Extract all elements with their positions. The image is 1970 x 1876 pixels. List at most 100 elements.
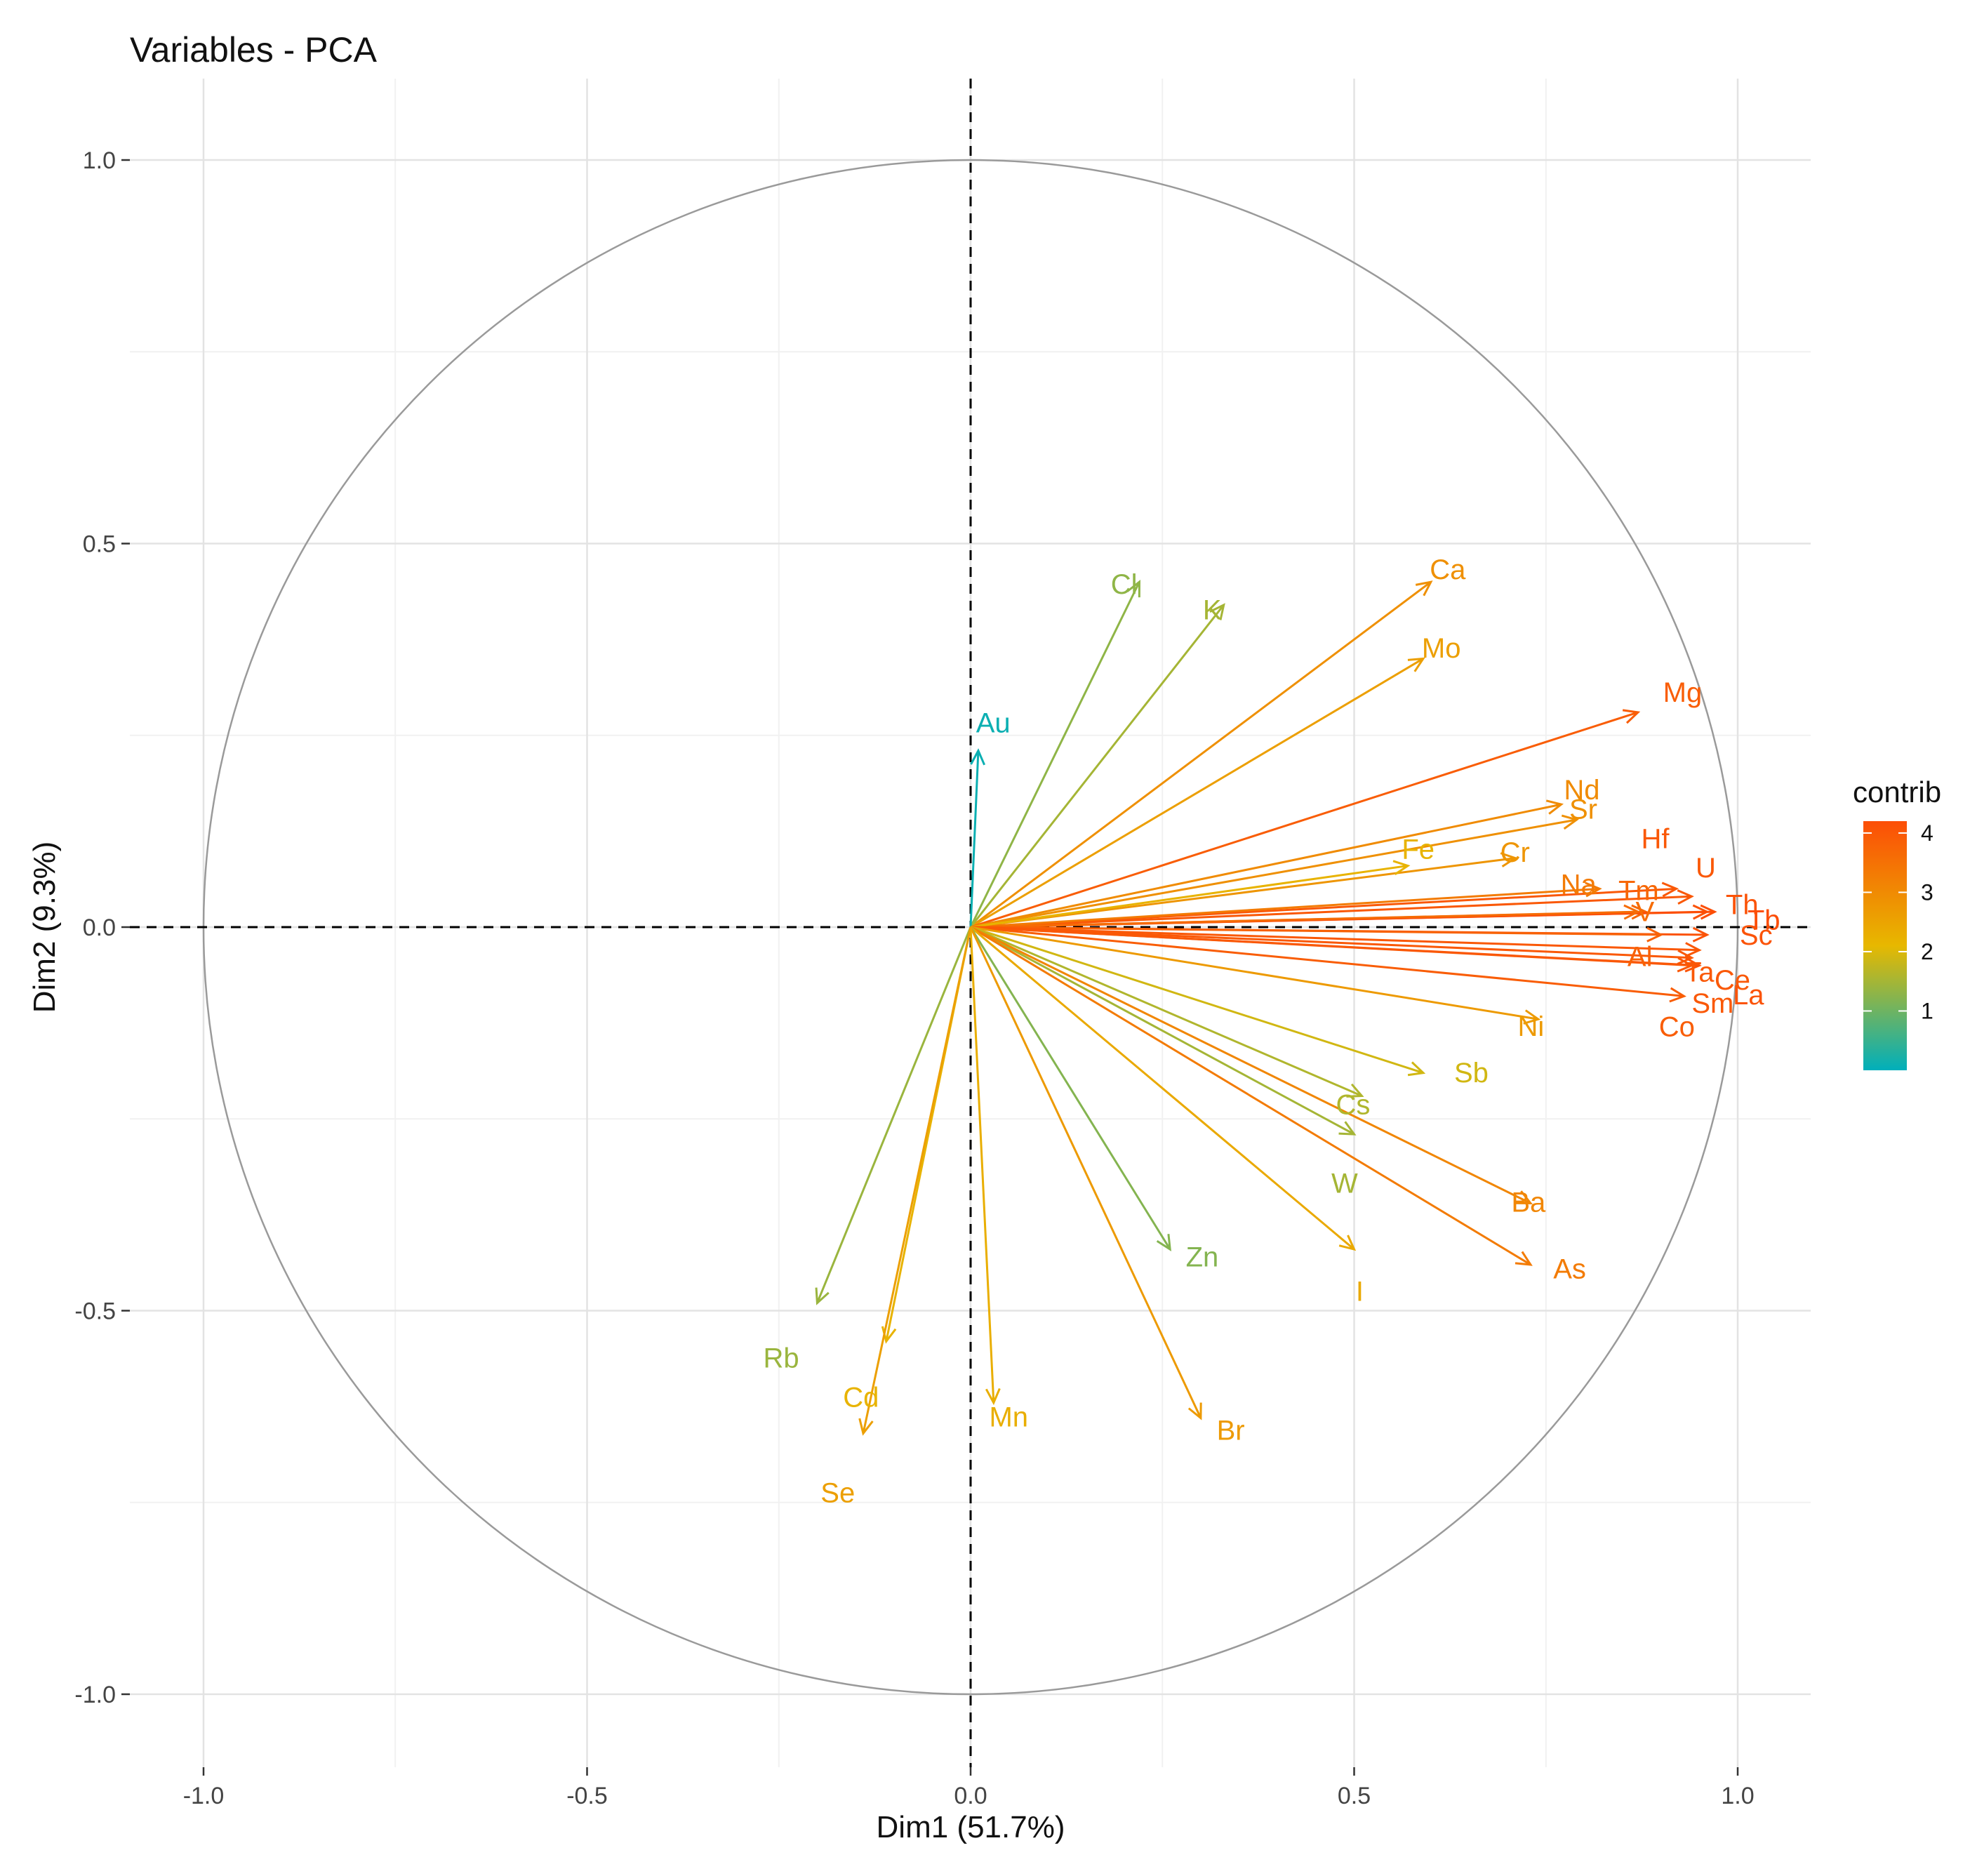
arrow-Ca	[970, 580, 1432, 929]
arrow-Co	[970, 926, 1684, 997]
arrowhead-Sm	[1677, 957, 1694, 973]
arrow-Ba	[970, 926, 1531, 1204]
arrowhead-Se	[858, 1418, 874, 1436]
label-Co: Co	[1659, 1011, 1695, 1042]
x-tick-label: 0.0	[954, 1783, 987, 1809]
label-K: K	[1203, 594, 1222, 625]
label-Au: Au	[976, 708, 1011, 739]
arrow-Al	[970, 926, 1661, 936]
label-Rb: Rb	[763, 1343, 799, 1373]
label-Ta: Ta	[1684, 957, 1715, 988]
arrow-Zn	[969, 926, 1171, 1250]
arrow-Au	[969, 750, 980, 928]
arrowhead-Ta	[1684, 942, 1702, 958]
x-tick-label: 0.5	[1338, 1783, 1371, 1809]
arrowhead-Cd	[881, 1326, 897, 1344]
x-tick-label: 1.0	[1721, 1783, 1754, 1809]
arrowhead-Mn	[985, 1388, 1001, 1406]
label-U: U	[1696, 853, 1716, 884]
arrow-Se	[862, 926, 972, 1434]
arrow-Ni	[970, 926, 1539, 1020]
legend-tick-label: 2	[1921, 939, 1934, 964]
legend-title: contrib	[1853, 776, 1941, 809]
label-Tb: Tb	[1748, 905, 1781, 936]
arrow-U	[970, 895, 1692, 929]
label-Cr: Cr	[1500, 837, 1530, 868]
label-Br: Br	[1217, 1416, 1245, 1446]
arrowhead-U	[1677, 889, 1694, 905]
arrow-Mn	[969, 926, 995, 1403]
arrow-As	[970, 926, 1531, 1266]
arrowhead-Sb	[1407, 1061, 1426, 1077]
y-tick-label: -1.0	[74, 1682, 116, 1708]
arrow-Fe	[970, 865, 1409, 929]
label-Mg: Mg	[1663, 677, 1703, 708]
arrowhead-Mo	[1407, 657, 1425, 672]
x-tick-label: -1.0	[183, 1783, 225, 1809]
label-Nd: Nd	[1564, 775, 1599, 806]
label-Cl: Cl	[1111, 569, 1138, 600]
arrowhead-Al	[1646, 926, 1664, 943]
arrowhead-Cl	[1126, 580, 1140, 598]
arrowhead-I	[1338, 1235, 1357, 1251]
arrowhead-Au	[970, 748, 986, 766]
arrow-Sm	[970, 926, 1692, 967]
arrowhead-Nd	[1545, 799, 1564, 815]
arrowhead-W	[1338, 1121, 1357, 1136]
legend-ticks: 1 2 3 4	[1863, 820, 1934, 1023]
arrowhead-Cs	[1346, 1083, 1364, 1098]
arrow-Na	[970, 887, 1600, 929]
arrowhead-Hf	[1661, 882, 1679, 898]
arrowhead-V	[1623, 904, 1641, 920]
label-Tm: Tm	[1618, 875, 1659, 906]
arrow-Nd	[970, 803, 1562, 929]
arrow-W	[970, 926, 1355, 1136]
label-Ce: Ce	[1715, 965, 1750, 996]
label-Cs: Cs	[1336, 1089, 1371, 1120]
label-As: As	[1553, 1253, 1586, 1284]
arrowhead-Tm	[1631, 904, 1649, 920]
legend-tick-label: 1	[1921, 998, 1934, 1023]
label-Na: Na	[1561, 870, 1597, 900]
arrowhead-Sr	[1561, 814, 1579, 830]
y-tick-label: 1.0	[83, 147, 116, 174]
arrow-Cs	[970, 926, 1363, 1097]
legend-tick-label: 3	[1921, 879, 1934, 905]
arrow-Sb	[970, 926, 1424, 1075]
chart-title: Variables - PCA	[130, 30, 378, 69]
arrow-V	[970, 910, 1638, 929]
label-Ni: Ni	[1518, 1011, 1545, 1042]
y-tick-label: -0.5	[74, 1298, 116, 1325]
variable-arrows	[815, 580, 1717, 1436]
arrow-I	[970, 926, 1355, 1251]
arrowhead-Cr	[1500, 852, 1518, 867]
label-La: La	[1733, 980, 1764, 1011]
arrow-Cr	[970, 857, 1516, 929]
arrowhead-Co	[1669, 987, 1686, 1003]
arrowhead-Tb	[1700, 904, 1717, 920]
label-Se: Se	[820, 1478, 855, 1509]
y-axis-ticks: 1.0 0.5 0.0 -0.5 -1.0	[74, 147, 130, 1708]
arrowhead-Ni	[1523, 1009, 1541, 1025]
arrowhead-Sc	[1692, 926, 1710, 943]
x-axis-ticks: -1.0 -0.5 0.0 0.5 1.0	[183, 1767, 1755, 1809]
label-Fe: Fe	[1402, 834, 1435, 865]
arrowhead-La	[1684, 957, 1702, 973]
label-I: I	[1356, 1276, 1364, 1307]
arrowhead-Na	[1585, 882, 1602, 898]
arrowhead-Fe	[1392, 860, 1411, 876]
arrowhead-Ba	[1515, 1190, 1533, 1205]
label-Al: Al	[1628, 941, 1653, 972]
label-Zn: Zn	[1186, 1242, 1219, 1273]
label-Cd: Cd	[843, 1383, 879, 1413]
y-tick-label: 0.5	[83, 531, 116, 558]
label-Th: Th	[1726, 890, 1759, 921]
arrow-Cl	[969, 581, 1140, 928]
arrowhead-Br	[1187, 1402, 1202, 1421]
arrowhead-Ca	[1415, 580, 1433, 597]
legend-tick-label: 4	[1921, 820, 1934, 846]
arrow-K	[969, 604, 1225, 928]
y-axis-title: Dim2 (9.3%)	[27, 841, 62, 1013]
